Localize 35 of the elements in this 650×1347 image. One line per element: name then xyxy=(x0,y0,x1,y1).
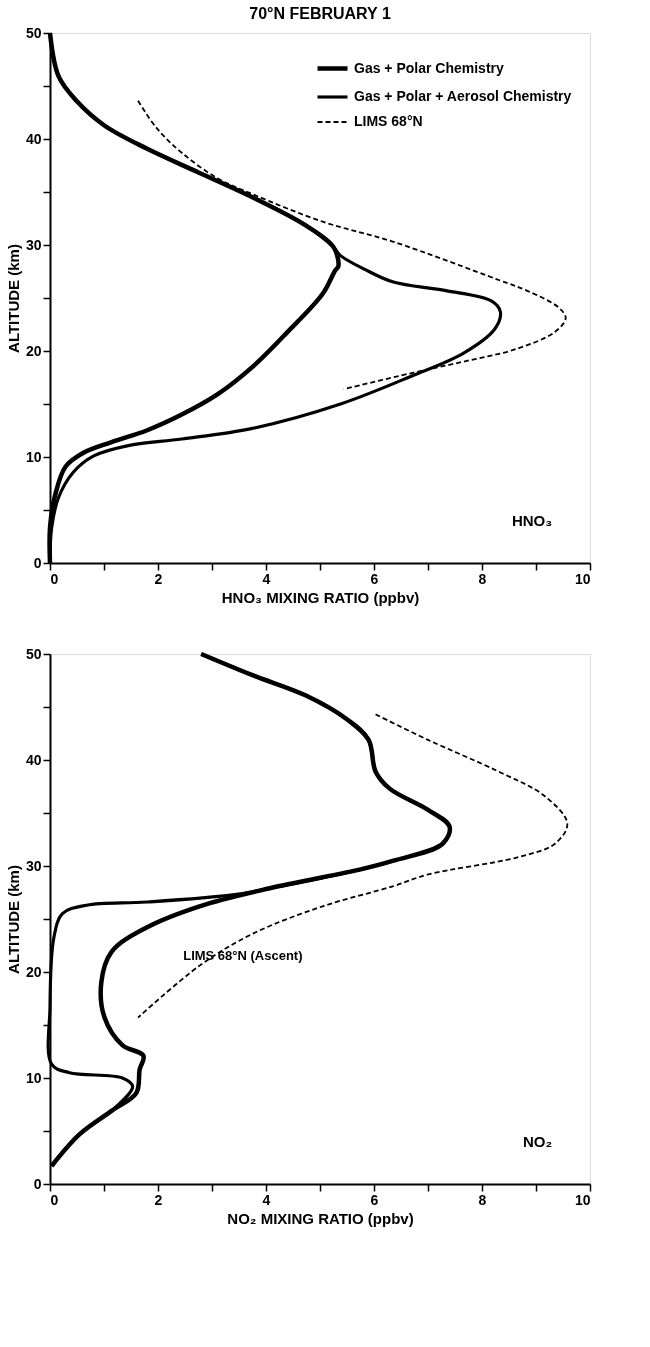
y-tick-label: 30 xyxy=(25,857,42,874)
y-tick-label: 20 xyxy=(25,342,42,359)
x-tick-label: 4 xyxy=(262,1191,271,1208)
y-tick-label: 50 xyxy=(25,24,42,41)
legend-label: Gas + Polar Chemistry xyxy=(354,59,504,76)
x-tick-label: 10 xyxy=(574,1191,591,1208)
y-tick-label: 50 xyxy=(25,645,42,662)
y-tick-label: 40 xyxy=(25,130,42,147)
y-axis-title: ALTITUDE (km) xyxy=(4,244,22,353)
x-tick-label: 8 xyxy=(478,1191,487,1208)
y-tick-label: 10 xyxy=(25,448,42,465)
x-tick-label: 10 xyxy=(574,570,591,587)
x-tick-label: 6 xyxy=(370,1191,379,1208)
x-tick-label: 0 xyxy=(50,1191,59,1208)
annotation: LIMS 68°N (Ascent) xyxy=(183,948,303,964)
y-tick-label: 20 xyxy=(25,963,42,980)
x-tick-label: 6 xyxy=(370,570,379,587)
x-tick-label: 2 xyxy=(154,1191,163,1208)
x-axis-title: NO₂ MIXING RATIO (ppbv) xyxy=(227,1209,414,1227)
y-tick-label: 0 xyxy=(33,1175,42,1192)
x-tick-label: 0 xyxy=(50,570,59,587)
chart-title: 70°N FEBRUARY 1 xyxy=(249,5,391,22)
x-tick-label: 4 xyxy=(262,570,271,587)
x-axis-title: HNO₃ MIXING RATIO (ppbv) xyxy=(221,588,420,606)
annotation: HNO₃ xyxy=(511,511,553,529)
y-tick-label: 30 xyxy=(25,236,42,253)
x-tick-label: 2 xyxy=(154,570,163,587)
y-tick-label: 10 xyxy=(25,1069,42,1086)
y-axis-title: ALTITUDE (km) xyxy=(4,865,22,974)
annotation: NO₂ xyxy=(523,1132,553,1150)
legend-label: Gas + Polar + Aerosol Chemistry xyxy=(354,88,572,104)
legend-label: LIMS 68°N xyxy=(354,113,423,129)
y-tick-label: 40 xyxy=(25,751,42,768)
y-tick-label: 0 xyxy=(33,554,42,571)
x-tick-label: 8 xyxy=(478,570,487,587)
